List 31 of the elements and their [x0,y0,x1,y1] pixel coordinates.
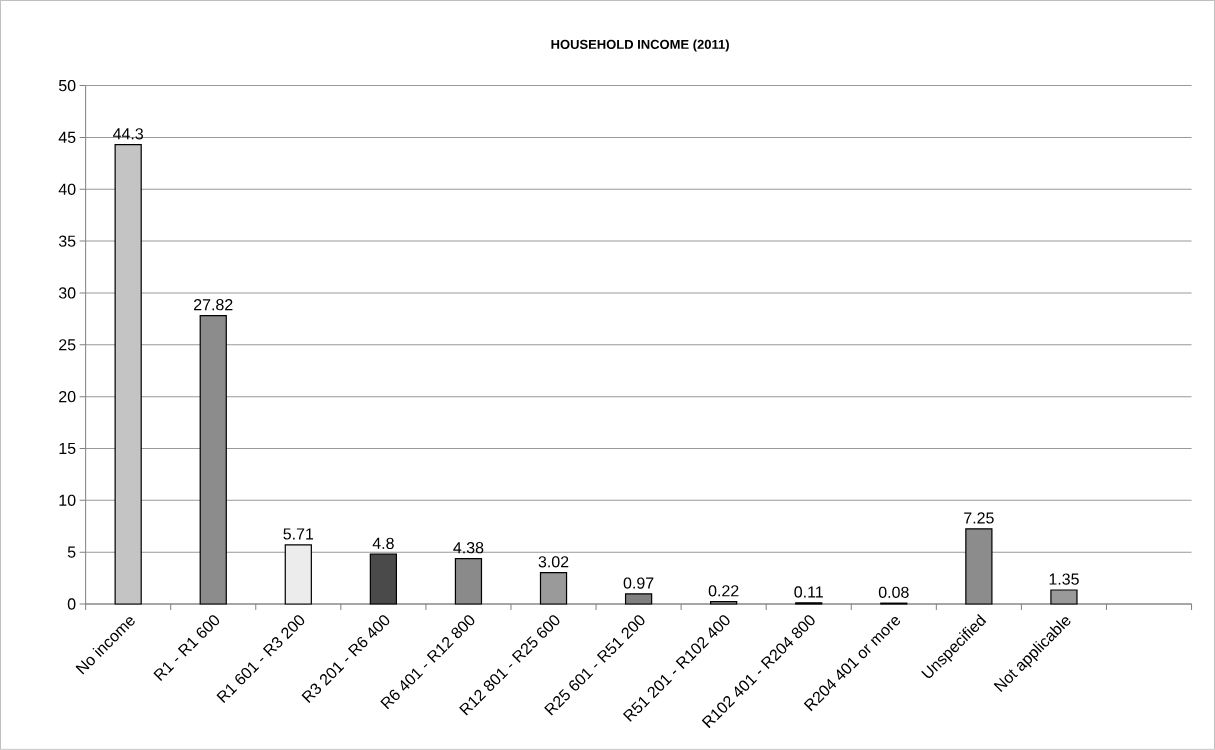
y-tick-label: 20 [59,391,76,403]
y-tick-label: 15 [59,443,76,455]
chart-title: HOUSEHOLD INCOME (2011) [551,39,729,52]
y-tick-label: 25 [59,339,76,351]
y-tick-label: 30 [58,287,76,299]
y-tick-label: 5 [67,546,76,558]
data-label: 1.35 [1049,573,1079,585]
y-tick-label: 45 [58,131,76,144]
bar [539,572,568,605]
bar [1050,589,1078,605]
y-tick-label: 35 [58,235,76,247]
bar [710,601,738,605]
y-tick-label: 50 [58,80,76,92]
data-label: 4.38 [453,542,484,554]
y-tick-label: 40 [58,183,76,196]
bar [284,544,312,605]
data-label: 7.25 [964,512,994,524]
data-label: 0.08 [878,586,909,599]
bar [369,553,398,605]
data-label: 0.97 [623,577,654,589]
bar [114,144,142,605]
y-tick-label: 10 [59,494,76,507]
data-label: 3.02 [538,556,569,568]
data-label: 27.82 [194,299,233,311]
y-tick-label: 0 [67,598,76,610]
x-tick-label: R1 - R1 600 [153,615,220,682]
data-label: 0.11 [794,586,823,598]
data-label: 44.3 [112,128,144,140]
data-label: 4.8 [372,537,394,550]
data-label: 0.22 [708,585,739,597]
data-label: 5.71 [283,528,314,540]
